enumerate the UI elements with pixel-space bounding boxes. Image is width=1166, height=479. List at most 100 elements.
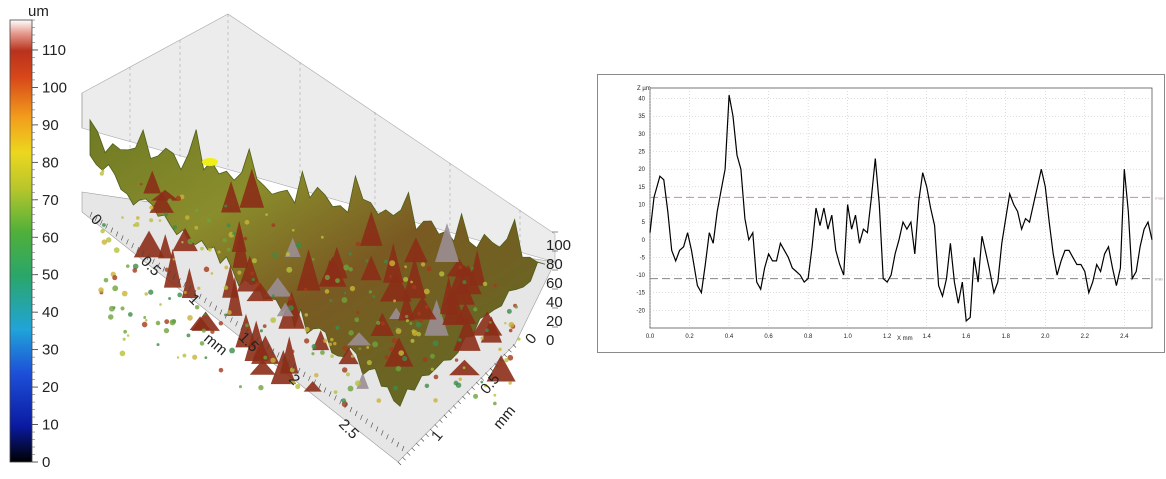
y-minor-tick [434, 424, 439, 428]
x-axis-label: mm [200, 330, 230, 359]
profile-chart-panel: Z µm X mm rmax rmin 40 35 30 25 20 15 10 5 0 -5 -10… [597, 74, 1166, 354]
surface-peak [346, 332, 372, 346]
surface-speck [271, 223, 276, 227]
surface-speck [368, 290, 372, 294]
surface-speck [203, 266, 210, 273]
surface-speck [197, 286, 201, 290]
surface-speck [355, 241, 361, 247]
x-minor-tick [386, 434, 389, 440]
surface-peak [403, 257, 427, 299]
x-minor-tick [198, 293, 202, 300]
surface-speck [410, 280, 413, 284]
x-minor-tick [219, 309, 223, 315]
x-tick-label: 1.4 [923, 334, 932, 340]
x-minor-tick [100, 219, 103, 225]
surface-speck [272, 252, 278, 258]
surface-peak [303, 381, 322, 392]
surface-speck [393, 385, 398, 391]
surface-speck [430, 353, 435, 359]
surface-speck [108, 314, 114, 320]
surface-speck [182, 353, 187, 358]
surface-speck [226, 223, 231, 228]
surface-speck [141, 321, 148, 328]
colorbar-tick-label: 90 [42, 117, 59, 134]
surface-speck [404, 265, 408, 269]
z-tick-label: 100 [546, 237, 571, 254]
surface-speck [224, 265, 229, 270]
y-minor-tick [480, 377, 485, 381]
surface-peak [232, 228, 249, 268]
surface-speck [218, 321, 224, 326]
x-minor-tick [235, 321, 238, 327]
surface-speck [132, 263, 139, 270]
surface-speck [289, 367, 295, 373]
surface-speck [395, 328, 402, 334]
surface-speck [223, 285, 229, 290]
surface-speck [168, 297, 172, 300]
surface-speck [349, 285, 356, 292]
surface-speck [105, 237, 112, 243]
surface-peak [454, 264, 482, 295]
x-minor-tick [230, 317, 233, 323]
x-minor-tick [401, 445, 405, 452]
surface-peak [379, 271, 412, 302]
surface-peak [163, 248, 182, 288]
surface-speck [402, 267, 405, 270]
reference-line-label: rmax [1155, 195, 1164, 200]
surface-speck [295, 242, 302, 249]
colorbar [9, 19, 33, 463]
y-tick-label: 35 [638, 114, 645, 120]
surface-speck [172, 263, 175, 266]
surface-speck [324, 289, 330, 294]
surface-speck [498, 347, 502, 352]
surface-speck [259, 329, 263, 333]
surface-speck [123, 329, 127, 334]
x-minor-tick [396, 441, 400, 448]
surface-speck [473, 393, 479, 399]
surface-speck [366, 346, 370, 349]
surface-speck [288, 296, 293, 301]
x-tick-labels: 0.0 0.2 0.4 0.6 0.8 1.0 1.2 1.4 1.6 1.8 2.0 2.2 2.4 [646, 334, 1129, 340]
surface-speck [311, 258, 315, 261]
surface-speck [489, 321, 492, 324]
surface-speck [192, 354, 198, 360]
surface-speck [354, 380, 361, 387]
surface-speck [187, 238, 194, 245]
x-minor-tick [178, 278, 181, 284]
x-minor-tick [328, 391, 332, 397]
surface-speck [404, 314, 409, 319]
y-tick-label: 30 [638, 132, 645, 138]
surface-speck [366, 359, 372, 366]
surface-peak [398, 292, 415, 321]
surface-peak [221, 181, 242, 213]
surface-speck [311, 343, 317, 349]
x-minor-tick [349, 406, 353, 413]
surface-speck [471, 266, 474, 270]
x-minor-tick [266, 344, 270, 350]
surface-speck [430, 367, 434, 371]
x-minor-tick [193, 289, 197, 296]
surface-speck [183, 290, 187, 295]
surface-speck [343, 264, 350, 271]
z-tick-label: 40 [546, 294, 563, 311]
surface-speck [186, 333, 191, 338]
surface-speck [244, 219, 250, 225]
surface-speck [222, 237, 227, 243]
surface-speck [121, 290, 128, 297]
surface-speck [98, 287, 104, 293]
surface-speck [199, 341, 205, 346]
surface-speck [263, 355, 268, 360]
surface-speck [328, 342, 332, 347]
surface-peak [249, 359, 276, 375]
surface-speck [251, 277, 255, 282]
z-tick-label: 0 [546, 332, 554, 349]
surface-speck [462, 280, 467, 285]
surface-speck [210, 329, 215, 334]
surface-speck [101, 169, 105, 173]
colorbar-tick-label: 30 [42, 342, 59, 359]
x-minor-tick [167, 270, 171, 276]
x-minor-tick [136, 246, 140, 253]
surface-speck [473, 307, 478, 312]
surface-speck [112, 275, 118, 281]
y-minor-tick [462, 395, 466, 400]
